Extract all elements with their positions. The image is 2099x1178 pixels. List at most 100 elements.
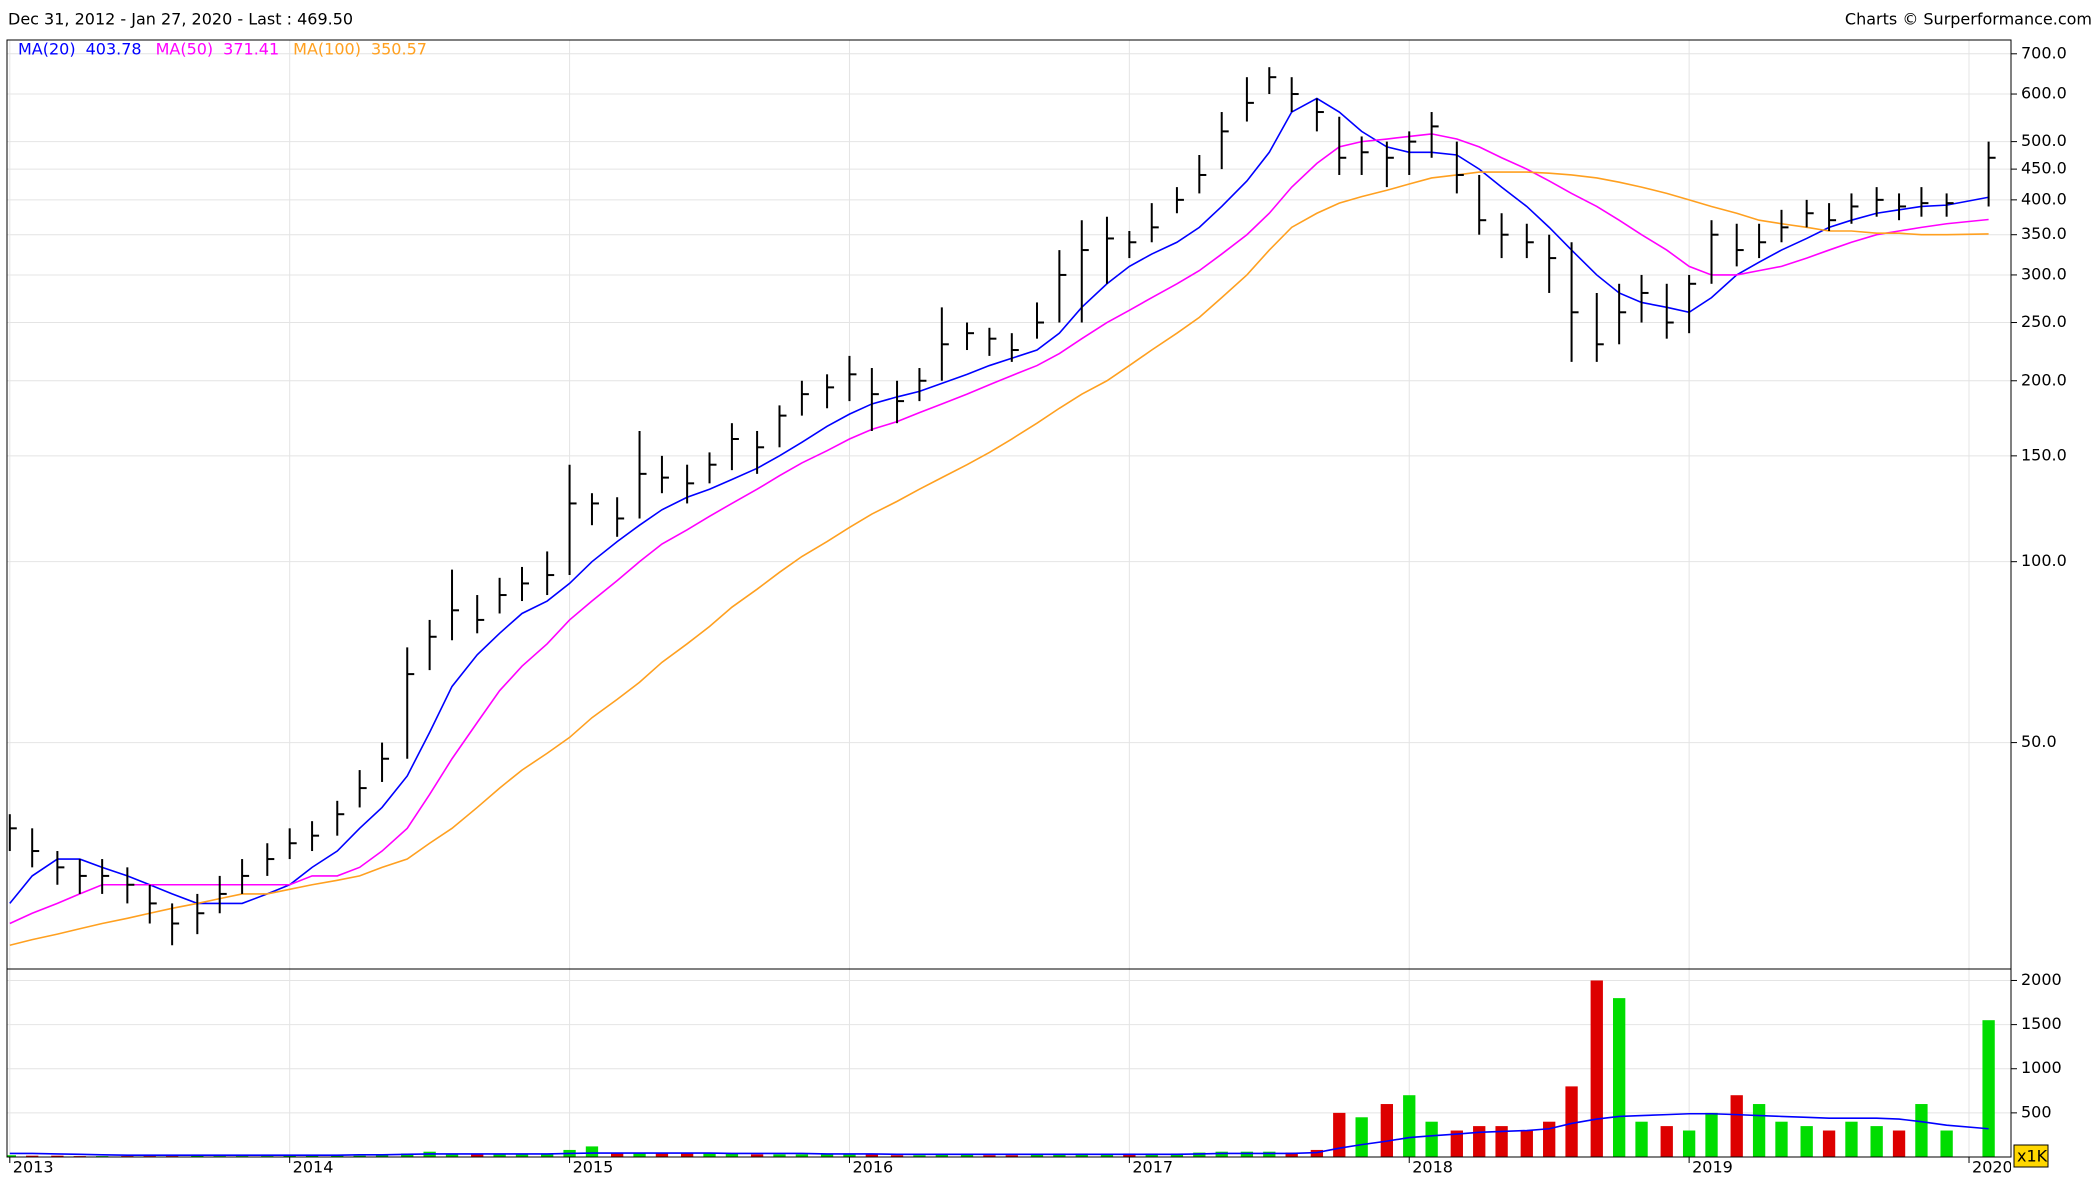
- y-tick-label: 300.0: [2021, 264, 2067, 283]
- volume-bar: [1800, 1126, 1813, 1157]
- y-tick-label: 400.0: [2021, 189, 2067, 208]
- header-range: Dec 31, 2012 - Jan 27, 2020 - Last : 469…: [8, 10, 353, 29]
- volume-bar: [1682, 1130, 1696, 1157]
- volume-tick-label: 1000: [2021, 1058, 2062, 1077]
- x-tick-label: 2014: [293, 1158, 334, 1177]
- volume-bar: [445, 1153, 459, 1157]
- volume-bar: [1380, 1104, 1394, 1157]
- x-tick-label: 2017: [1132, 1158, 1173, 1177]
- volume-bar: [353, 1155, 366, 1157]
- ma-line: [9, 171, 1989, 947]
- volume-bar: [1520, 1130, 1533, 1157]
- volume-bar: [633, 1153, 646, 1157]
- volume-bar: [1450, 1130, 1463, 1157]
- y-tick-label: 200.0: [2021, 370, 2067, 389]
- volume-bar: [191, 1155, 204, 1157]
- volume-bar: [773, 1154, 786, 1157]
- volume-unit-label: x1K: [2017, 1147, 2048, 1166]
- volume-bar: [1845, 1121, 1858, 1157]
- volume-bar: [1635, 1121, 1648, 1157]
- volume-bar: [375, 1155, 389, 1157]
- volume-bar: [1982, 1020, 1995, 1157]
- volume-bar: [1403, 1095, 1416, 1157]
- volume-bar: [1705, 1112, 1718, 1157]
- volume-bar: [680, 1153, 694, 1157]
- volume-bar: [26, 1155, 39, 1157]
- volume-frame: [6, 968, 2012, 1158]
- volume-bar: [1263, 1151, 1276, 1157]
- volume-bar: [51, 1155, 64, 1157]
- volume-bar: [1005, 1155, 1018, 1157]
- x-tick-label: 2019: [1692, 1158, 1733, 1177]
- volume-bar: [471, 1154, 484, 1157]
- y-tick-label: 50.0: [2021, 732, 2057, 751]
- x-tick-label: 2018: [1412, 1158, 1453, 1177]
- volume-bar: [1075, 1153, 1088, 1157]
- volume-bar: [515, 1154, 529, 1157]
- volume-bar: [283, 1155, 296, 1157]
- volume-bar: [1612, 998, 1626, 1157]
- volume-bar: [401, 1153, 414, 1157]
- legend-name: MA(100): [293, 40, 361, 59]
- y-tick-label: 250.0: [2021, 312, 2067, 331]
- volume-tick-label: 500: [2021, 1102, 2052, 1121]
- x-tick-label: 2016: [852, 1158, 893, 1177]
- volume-bar: [795, 1154, 809, 1157]
- volume-bar: [1215, 1151, 1228, 1157]
- volume-bar: [1355, 1117, 1368, 1157]
- volume-bar: [1940, 1130, 1953, 1157]
- volume-bar: [1285, 1152, 1298, 1157]
- volume-bar: [1660, 1126, 1673, 1157]
- volume-bar: [983, 1155, 996, 1157]
- unit-box: [2013, 1144, 2049, 1168]
- volume-tick-label: 2000: [2021, 970, 2062, 989]
- volume-bar: [1822, 1130, 1836, 1157]
- volume-bar: [1053, 1153, 1066, 1157]
- volume-bar: [865, 1154, 879, 1157]
- volume-bar: [1310, 1149, 1324, 1157]
- volume-bar: [1495, 1126, 1508, 1157]
- volume-bar: [703, 1153, 716, 1157]
- volume-bar: [960, 1154, 974, 1157]
- volume-bar: [1590, 980, 1603, 1157]
- volume-bar: [7, 1155, 16, 1157]
- legend-value: 371.41: [223, 40, 279, 59]
- header-credit: Charts © Surperformance.com: [1845, 10, 2092, 29]
- volume-bar: [1100, 1154, 1114, 1157]
- volume-bar: [1333, 1112, 1346, 1157]
- volume-bar: [610, 1153, 624, 1157]
- volume-bar: [890, 1155, 904, 1157]
- x-tick-label: 2020: [1972, 1158, 2013, 1177]
- volume-bar: [1892, 1130, 1906, 1157]
- legend-name: MA(50): [156, 40, 214, 59]
- volume-bar: [541, 1154, 554, 1157]
- volume-bar: [1775, 1121, 1788, 1157]
- volume-bar: [331, 1155, 344, 1157]
- y-tick-label: 700.0: [2021, 43, 2067, 62]
- y-tick-label: 350.0: [2021, 224, 2067, 243]
- volume-bar: [493, 1154, 506, 1157]
- volume-bar: [585, 1146, 599, 1157]
- volume-bar: [1145, 1153, 1158, 1157]
- volume-bar: [1565, 1086, 1578, 1157]
- volume-bar: [1870, 1126, 1883, 1157]
- volume-bar: [655, 1152, 669, 1157]
- y-tick-label: 500.0: [2021, 131, 2067, 150]
- volume-bar: [1240, 1151, 1254, 1157]
- legend-value: 403.78: [86, 40, 142, 59]
- legend-value: 350.57: [371, 40, 427, 59]
- legend-name: MA(20): [18, 40, 76, 59]
- volume-bar: [725, 1153, 739, 1157]
- x-tick-label: 2015: [573, 1158, 614, 1177]
- volume-bar: [913, 1155, 926, 1157]
- volume-bar: [820, 1154, 834, 1157]
- y-tick-label: 150.0: [2021, 445, 2067, 464]
- volume-bar: [1752, 1104, 1766, 1157]
- volume-bar: [1425, 1121, 1438, 1157]
- y-tick-label: 600.0: [2021, 84, 2067, 103]
- volume-tick-label: 1500: [2021, 1014, 2062, 1033]
- volume-bar: [305, 1155, 319, 1157]
- ma-line: [9, 133, 1989, 925]
